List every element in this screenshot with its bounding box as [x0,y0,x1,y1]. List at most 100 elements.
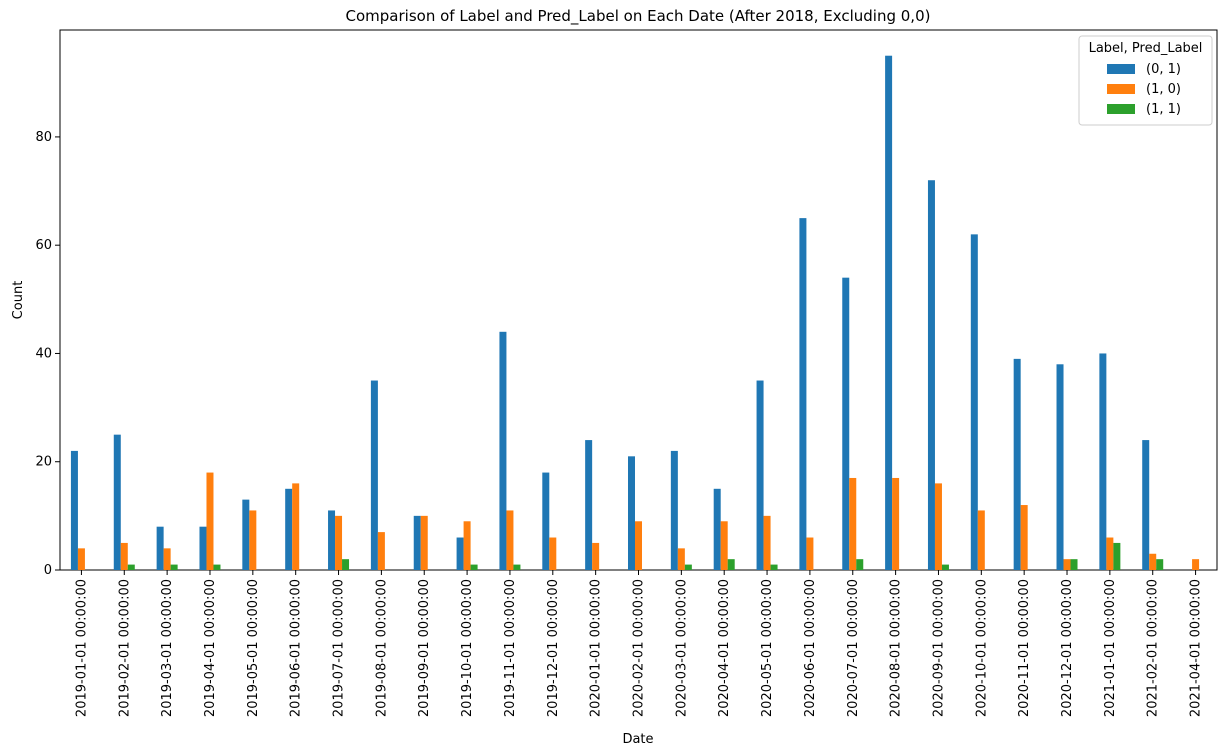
legend-swatch [1107,104,1135,114]
bar [470,564,478,570]
bar [70,450,78,570]
bar [1013,358,1021,570]
bar [506,510,514,570]
bar [549,537,557,570]
x-tick-label: 2019-12-01 00:00:00 [546,579,561,717]
x-tick-label: 2019-08-01 00:00:00 [374,579,389,717]
bar [684,564,692,570]
bar [756,380,764,570]
legend-label: (0, 1) [1146,62,1181,77]
bar [206,472,214,570]
bar [635,521,642,570]
bar [542,472,550,570]
y-tick-label: 80 [35,130,52,145]
bar [592,542,600,570]
legend-box [1078,35,1213,126]
bar [163,548,171,570]
bar [113,434,121,570]
bar [941,564,949,570]
bar [1106,537,1114,570]
bar [1099,353,1107,570]
y-axis-label: Count [11,281,26,320]
x-tick-label: 2019-01-01 00:00:00 [74,579,89,717]
legend-label: (1, 1) [1146,102,1181,117]
bar [513,564,521,570]
legend: Label, Pred_Label (0, 1) (1, 0) (1, 1) [1078,35,1213,126]
x-tick-label: 2020-07-01 00:00:00 [846,579,861,717]
bar [413,515,421,570]
bar [585,440,593,570]
x-tick-label: 2020-11-01 00:00:00 [1017,579,1032,717]
x-tick-label: 2021-04-01 00:00:00 [1189,579,1204,717]
bar [628,456,635,570]
bar [1142,440,1150,570]
x-tick-label: 2021-02-01 00:00:00 [1146,579,1161,717]
bar [885,55,893,570]
bar [713,488,721,570]
bar [1020,505,1028,570]
legend-swatch [1107,64,1135,74]
bar [1113,542,1121,570]
bar [727,559,735,570]
bar [77,548,85,570]
bar [285,488,293,570]
y-tick-label: 0 [44,563,52,578]
bar [1192,559,1200,570]
bar [670,450,678,570]
x-axis-label: Date [622,732,653,747]
bar [934,483,942,570]
bar [199,526,207,570]
x-tick-label: 2020-05-01 00:00:00 [760,579,775,717]
bar [856,559,864,570]
x-tick-label: 2019-10-01 00:00:00 [460,579,475,717]
x-tick-label: 2019-03-01 00:00:00 [160,579,175,717]
bar [377,532,385,570]
bar [420,515,428,570]
bar [677,548,685,570]
bar [328,510,336,570]
x-tick-label: 2020-03-01 00:00:00 [674,579,689,717]
bar [892,477,900,570]
x-tick-label: 2019-05-01 00:00:00 [246,579,261,717]
x-tick-label: 2020-02-01 00:00:00 [632,579,647,717]
bars-group [70,55,1200,571]
bar [763,515,771,570]
x-tick-label: 2019-09-01 00:00:00 [417,579,432,717]
x-tick-label: 2021-01-01 00:00:00 [1103,579,1118,717]
bar [799,218,807,570]
x-tick-label: 2019-02-01 00:00:00 [117,579,132,717]
x-tick-label: 2019-06-01 00:00:00 [289,579,304,717]
x-tick-label: 2019-04-01 00:00:00 [203,579,218,717]
chart-title: Comparison of Label and Pred_Label on Ea… [346,7,931,26]
bar [156,526,164,570]
legend-label: (1, 0) [1146,82,1181,97]
bar [1070,559,1078,570]
bar [170,564,178,570]
x-tick-label: 2020-08-01 00:00:00 [889,579,904,717]
bar [342,559,350,570]
x-tick-label: 2020-04-01 00:00:00 [717,579,732,717]
bar [335,515,343,570]
axes-group: 2019-01-01 00:00:00 2019-02-01 00:00:00 20… [35,130,1203,717]
x-tick-label: 2020-12-01 00:00:00 [1060,579,1075,717]
x-tick-label: 2019-11-01 00:00:00 [503,579,518,717]
bar [849,477,857,570]
bar [1149,553,1157,570]
bar [720,521,728,570]
legend-title: Label, Pred_Label [1089,41,1203,56]
bar [370,380,378,570]
x-tick-label: 2020-10-01 00:00:00 [974,579,989,717]
bar [456,537,464,570]
bar [499,331,507,570]
bar [970,234,978,571]
y-tick-label: 20 [35,455,52,470]
bar [1156,559,1164,570]
bar [463,521,471,570]
bar [127,564,135,570]
plot-frame [59,29,1218,571]
x-tick-label: 2020-09-01 00:00:00 [931,579,946,717]
y-tick-label: 60 [35,238,52,253]
bar [1063,559,1071,570]
